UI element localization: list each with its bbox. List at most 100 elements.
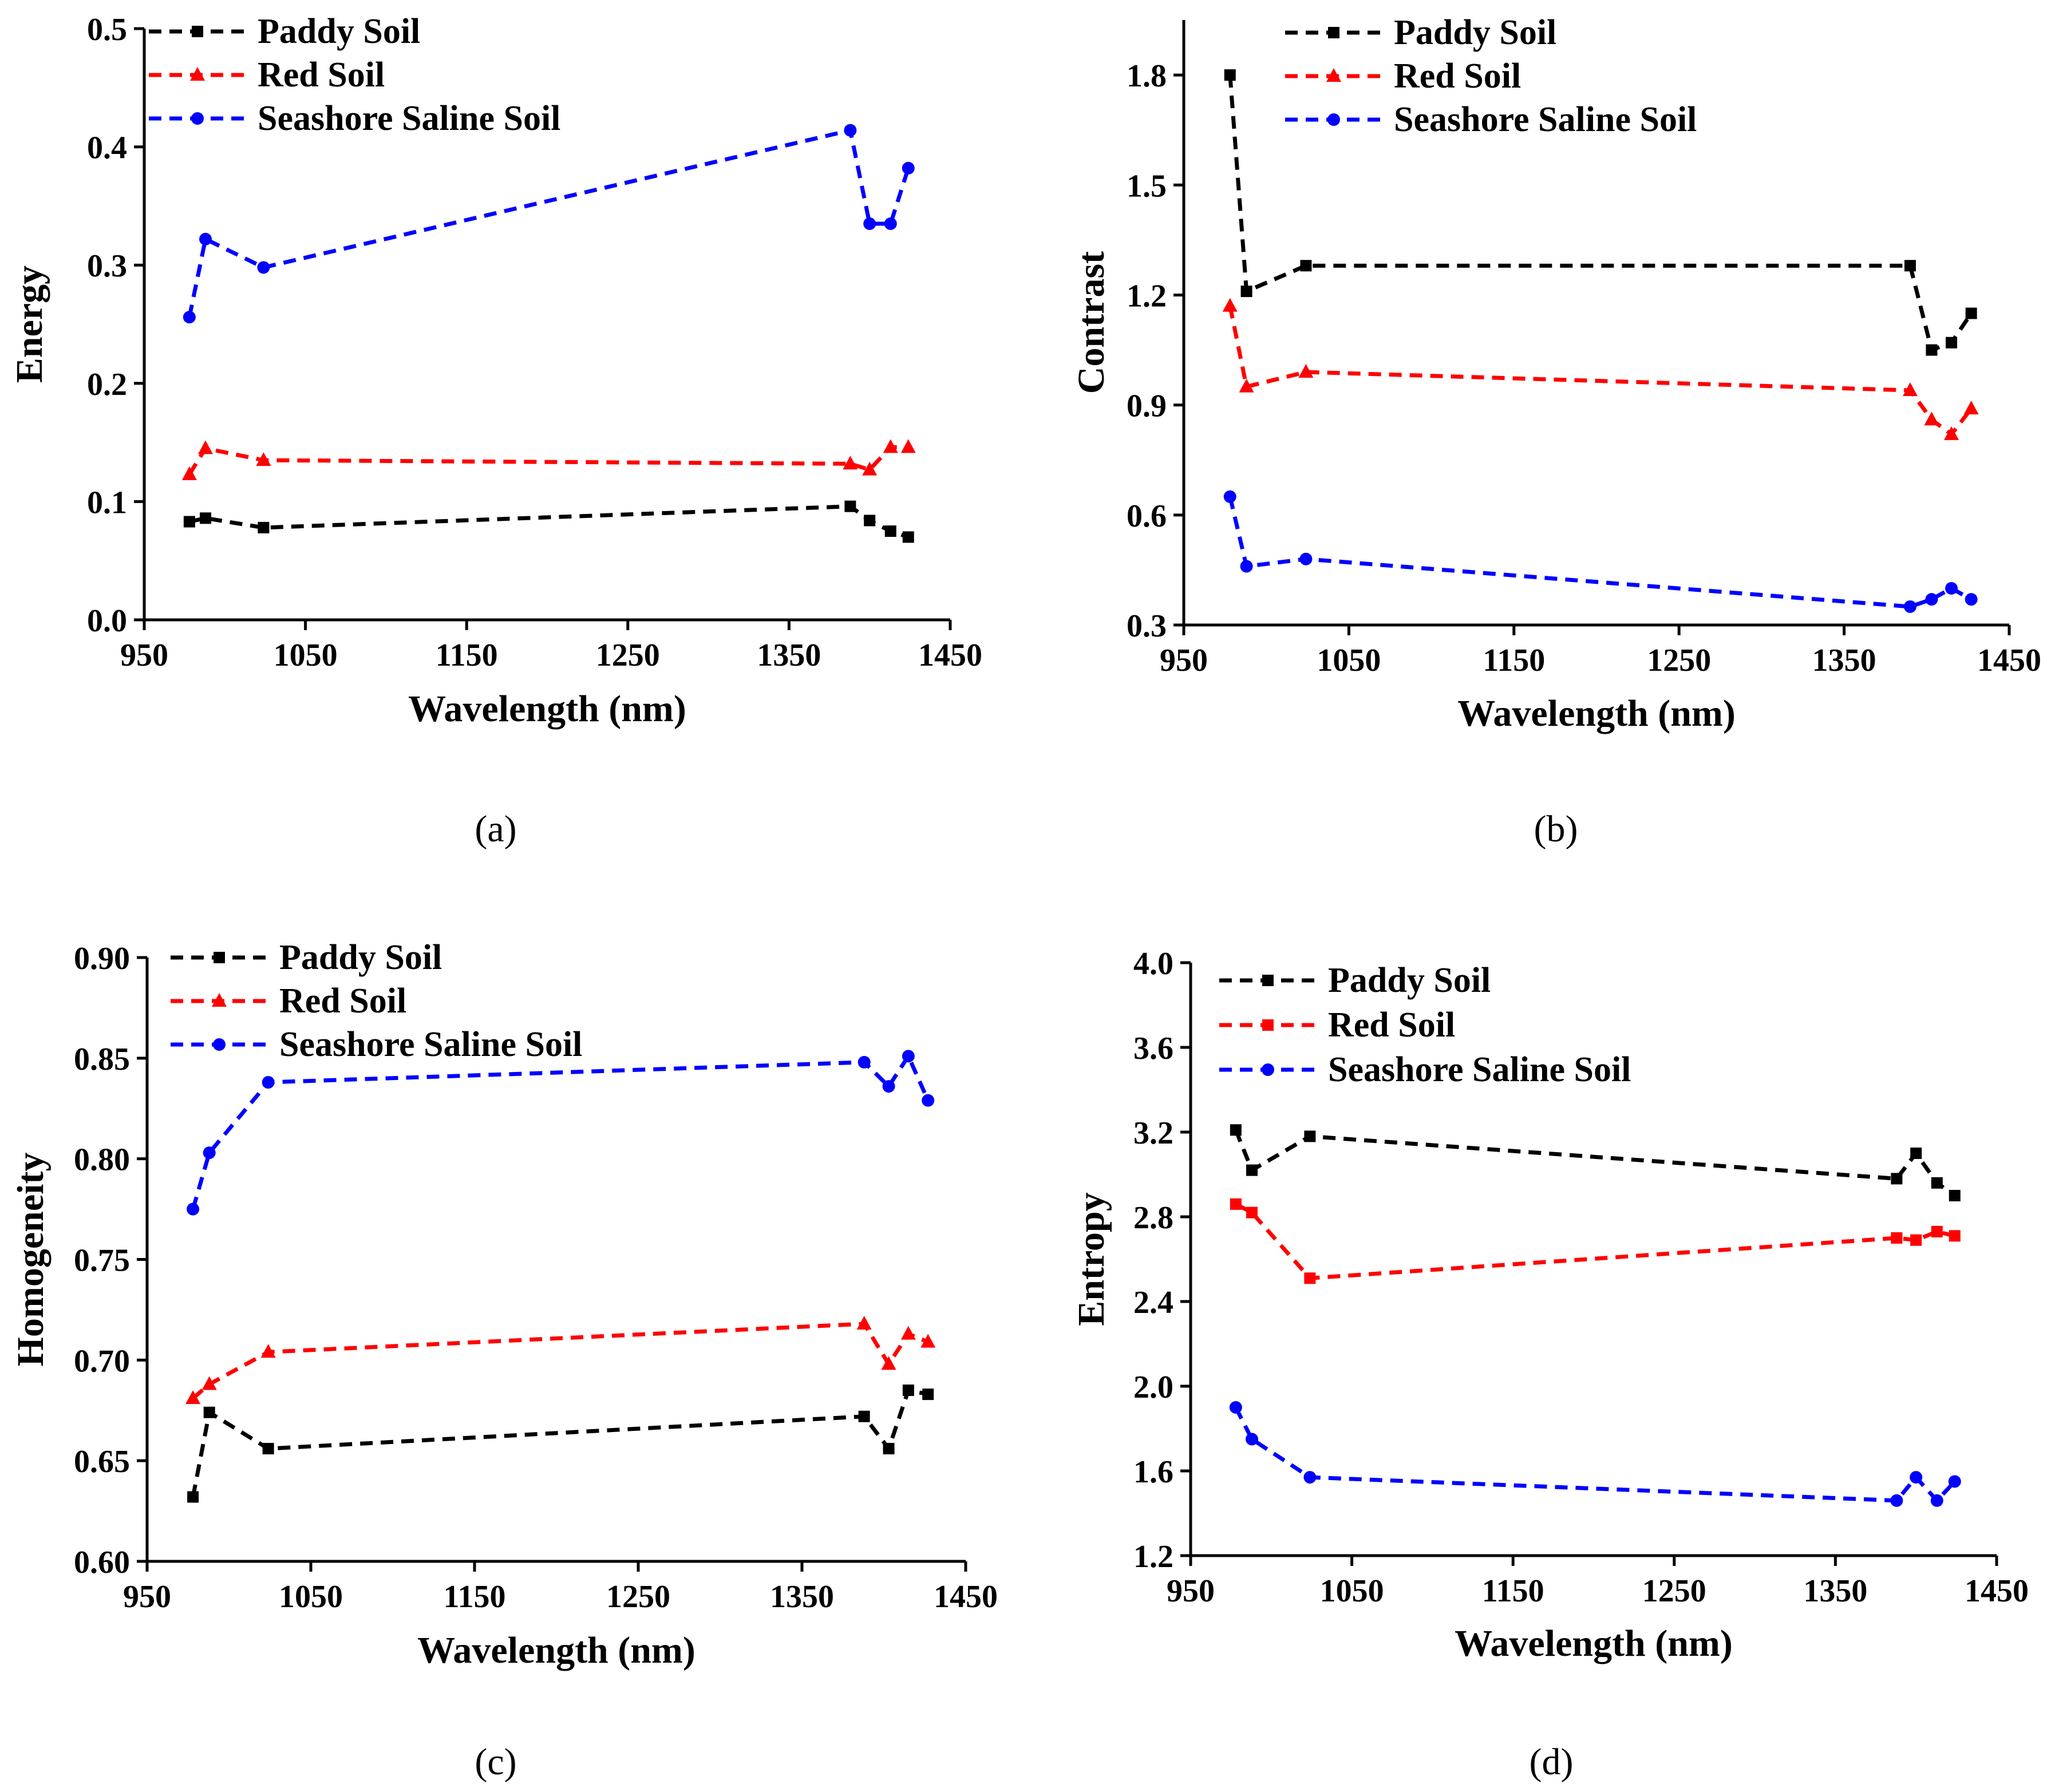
legend-marker [212, 993, 227, 1007]
y-tick-label: 1.8 [1127, 58, 1167, 94]
data-point [882, 1080, 895, 1093]
legend-marker [1328, 27, 1339, 38]
data-point [257, 261, 270, 274]
data-point [262, 1076, 275, 1089]
y-tick-label: 0.4 [87, 130, 127, 166]
legend-entry: Red Soil [149, 56, 385, 94]
y-axis-title: Entropy [1070, 1192, 1112, 1326]
x-tick-label: 1350 [1803, 1573, 1867, 1609]
data-point [862, 461, 878, 476]
y-tick-label: 0.6 [1127, 499, 1167, 534]
data-point [1948, 1475, 1961, 1488]
legend-entry: Seashore Saline Soil [1219, 1050, 1631, 1089]
data-point [1891, 1232, 1903, 1244]
data-point [1222, 298, 1238, 312]
data-point [856, 1316, 872, 1330]
legend-entry: Red Soil [1285, 57, 1521, 96]
data-point [258, 521, 270, 533]
y-tick-label: 0.3 [1127, 608, 1167, 644]
data-point [858, 1410, 870, 1422]
data-point [201, 1376, 217, 1390]
x-tick-label: 1150 [444, 1579, 506, 1615]
x-axis-title: Wavelength (nm) [1455, 1623, 1733, 1664]
data-point [1965, 307, 1977, 319]
series-seashore-saline-soil [187, 1050, 935, 1216]
y-tick-label: 3.6 [1133, 1031, 1173, 1066]
x-tick-label: 1350 [1812, 643, 1876, 678]
legend-label: Red Soil [1328, 1006, 1455, 1045]
series-line [191, 1051, 930, 1210]
x-tick-label: 1450 [1977, 643, 2041, 678]
data-point [900, 1326, 916, 1340]
series-red-soil [185, 1316, 936, 1405]
legend-marker [1262, 975, 1274, 986]
legend-marker [1262, 1063, 1274, 1076]
series-line [191, 1388, 928, 1498]
x-axis-title: Wavelength (nm) [408, 688, 686, 730]
x-tick-label: 1050 [279, 1579, 343, 1615]
legend-label: Red Soil [279, 982, 406, 1020]
data-point [844, 500, 856, 512]
data-point [1904, 260, 1916, 272]
y-tick-label: 1.2 [1127, 278, 1167, 314]
x-tick-label: 950 [123, 1579, 171, 1615]
legend-marker [1262, 1019, 1274, 1031]
y-tick-label: 0.80 [74, 1142, 130, 1178]
data-point [1299, 552, 1313, 565]
legend-entry: Paddy Soil [149, 12, 420, 51]
chart-panel-2: 950 1050 1150 1250 1350 1450 0.3 0.6 0.9 1.2 1.5 1.… [1070, 13, 2041, 850]
y-tick-label: 1.2 [1133, 1539, 1173, 1575]
y-tick-label: 4.0 [1133, 946, 1173, 982]
y-axis-title: Energy [9, 266, 50, 383]
legend-label: Seashore Saline Soil [258, 99, 560, 138]
legend-marker [1326, 68, 1341, 82]
data-point [1224, 69, 1236, 81]
legend-marker [214, 952, 225, 963]
data-point [843, 456, 858, 470]
data-point [1931, 1177, 1943, 1189]
x-tick-label: 1250 [1642, 1573, 1706, 1609]
series-paddy-soil [1230, 1124, 1961, 1201]
data-point [902, 1384, 914, 1397]
panel-caption: (b) [1534, 808, 1578, 850]
data-point [1926, 344, 1938, 356]
series-line [1228, 496, 1973, 609]
y-tick-label: 0.70 [74, 1343, 130, 1379]
data-point [185, 1390, 201, 1405]
data-point [1304, 1130, 1316, 1142]
legend-entry: Paddy Soil [171, 938, 442, 977]
data-point [900, 439, 916, 453]
x-tick-label: 950 [120, 638, 168, 673]
data-point [181, 466, 197, 480]
data-point [881, 1356, 896, 1370]
x-axis-title: Wavelength (nm) [1457, 693, 1736, 734]
data-point [187, 1491, 199, 1503]
legend-entry: Seashore Saline Soil [171, 1025, 582, 1064]
data-point [200, 512, 212, 524]
data-point [863, 217, 876, 230]
x-tick-label: 1450 [934, 1579, 998, 1615]
data-point [1300, 260, 1312, 272]
data-point [1246, 1206, 1258, 1219]
data-point [1304, 1272, 1316, 1284]
legend-label: Red Soil [1394, 57, 1521, 96]
data-point [1229, 1401, 1242, 1414]
y-tick-label: 2.4 [1133, 1285, 1173, 1320]
legend-marker [191, 112, 204, 125]
data-point [260, 1344, 276, 1358]
data-point [183, 311, 196, 324]
chart-panel-1: 950 1050 1150 1250 1350 1450 0.0 0.1 0.2 0.3 0.4 0.… [9, 12, 982, 850]
legend-entry: Paddy Soil [1219, 961, 1491, 1000]
x-tick-label: 1450 [1965, 1573, 2029, 1609]
x-tick-label: 1350 [757, 638, 821, 673]
data-point [1903, 600, 1916, 613]
y-tick-label: 1.6 [1133, 1454, 1173, 1490]
data-point [256, 452, 271, 466]
data-point [1925, 593, 1938, 606]
legend-marker [1327, 113, 1340, 126]
data-point [203, 1146, 216, 1160]
data-point [857, 1055, 871, 1069]
x-axis-title: Wavelength (nm) [417, 1629, 695, 1671]
y-tick-label: 0.1 [87, 485, 127, 520]
data-point [1949, 1230, 1961, 1242]
